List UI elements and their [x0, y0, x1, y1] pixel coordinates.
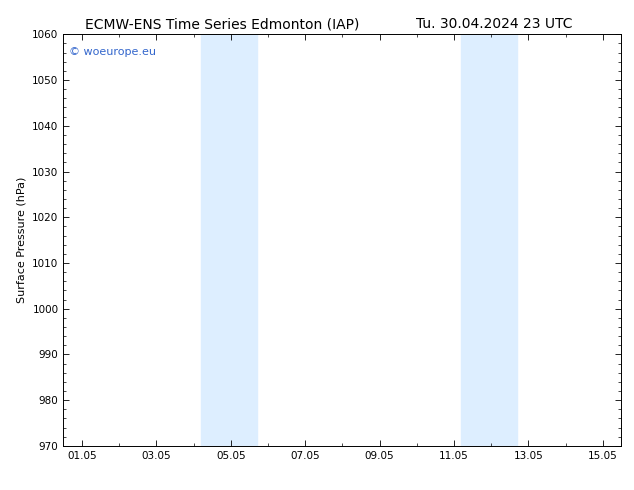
- Y-axis label: Surface Pressure (hPa): Surface Pressure (hPa): [16, 177, 27, 303]
- Text: ECMW-ENS Time Series Edmonton (IAP): ECMW-ENS Time Series Edmonton (IAP): [85, 17, 359, 31]
- Text: © woeurope.eu: © woeurope.eu: [69, 47, 156, 57]
- Text: Tu. 30.04.2024 23 UTC: Tu. 30.04.2024 23 UTC: [417, 17, 573, 31]
- Bar: [201, 34, 257, 446]
- Bar: [462, 34, 517, 446]
